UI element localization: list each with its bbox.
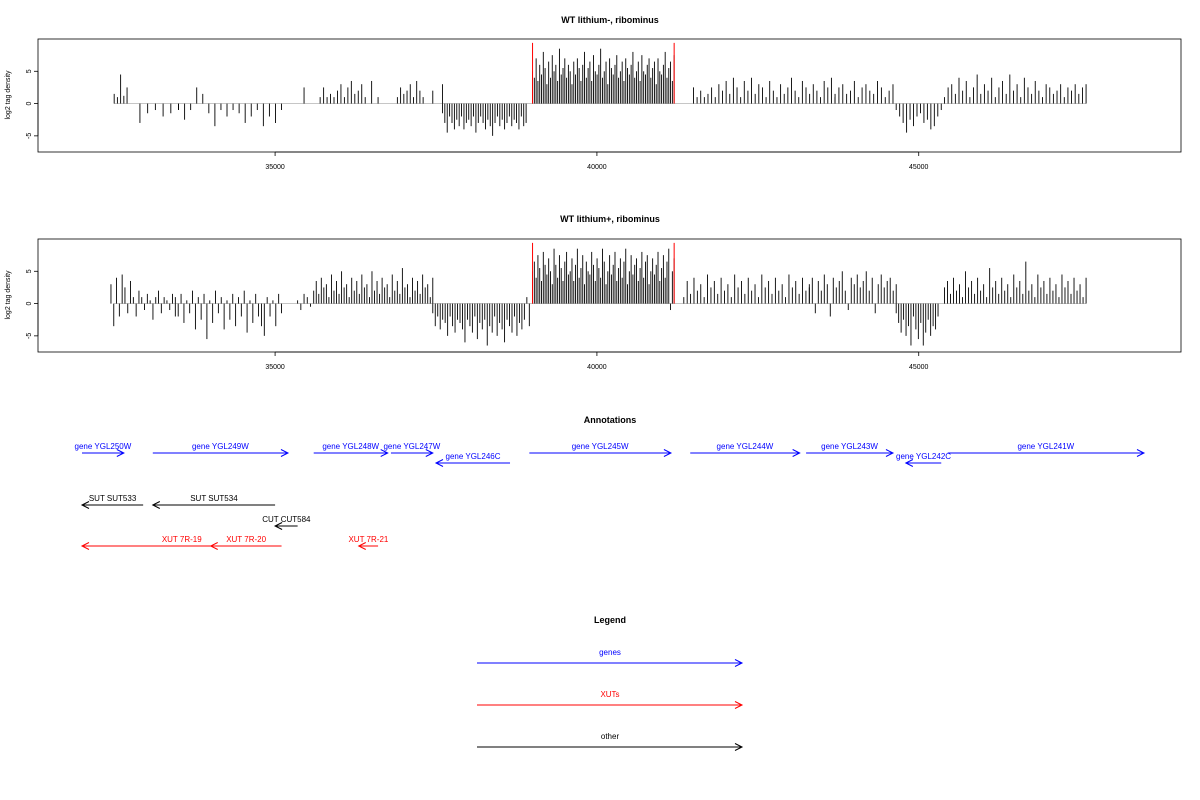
- gene-feature: gene YGL249W: [152, 442, 290, 457]
- gene-feature-arrowhead: [116, 449, 125, 457]
- gene-feature-arrowhead: [885, 449, 895, 457]
- panel-title: WT lithium+, ribominus: [560, 214, 660, 224]
- gene-feature-label: gene YGL249W: [192, 442, 249, 451]
- legend-label: genes: [599, 648, 621, 657]
- x-tick-label: 35000: [265, 364, 285, 371]
- gene-feature-label: gene YGL242C: [896, 452, 951, 461]
- x-tick-label: 35000: [265, 164, 285, 171]
- gene-feature-label: gene YGL243W: [821, 442, 878, 451]
- xut-feature-arrowhead: [209, 542, 218, 550]
- legend-item: XUTs: [477, 690, 744, 709]
- annotations-title: Annotations: [584, 415, 637, 425]
- xut-feature-arrowhead: [80, 542, 90, 550]
- legend: Legend genes XUTs other: [477, 615, 744, 751]
- gene-feature-arrowhead: [434, 459, 444, 467]
- y-tick-label: 5: [26, 69, 33, 73]
- other-feature-arrowhead: [273, 522, 283, 530]
- legend-item: other: [477, 732, 744, 751]
- gene-feature-arrowhead: [792, 449, 801, 457]
- legend-arrowhead: [734, 743, 744, 751]
- other-feature: SUT SUT534: [151, 494, 276, 509]
- other-feature: CUT CUT584: [262, 515, 311, 530]
- x-tick-label: 40000: [587, 364, 607, 371]
- gene-feature: gene YGL250W: [75, 442, 132, 457]
- gene-feature-arrowhead: [380, 449, 389, 457]
- annotations-track: Annotations gene YGL250W gene YGL249W gene…: [75, 415, 1146, 550]
- legend-label: XUTs: [600, 690, 619, 699]
- x-tick-label: 45000: [909, 164, 929, 171]
- gene-feature: gene YGL244W: [690, 442, 801, 457]
- annotation-items: gene YGL250W gene YGL249W gene YGL248W gene…: [75, 442, 1146, 550]
- axes: -5 0 5 35000 40000 45000: [26, 69, 929, 171]
- other-feature-label: SUT SUT533: [89, 494, 137, 503]
- x-tick-label: 40000: [587, 164, 607, 171]
- legend-items: genes XUTs other: [477, 648, 744, 751]
- highlight-marks: [532, 42, 675, 104]
- gene-feature: gene YGL242C: [896, 452, 951, 467]
- gene-feature: gene YGL243W: [806, 442, 895, 457]
- y-tick-label: 5: [26, 269, 33, 273]
- legend-arrowhead: [734, 659, 744, 667]
- xut-feature-label: XUT 7R-19: [162, 535, 202, 544]
- gene-feature-arrowhead: [280, 449, 290, 457]
- plot-frame: [37, 238, 1182, 353]
- gene-feature: gene YGL246C: [434, 452, 511, 467]
- y-tick-label: 0: [26, 302, 33, 306]
- plot-frame: [37, 38, 1182, 153]
- gene-feature-label: gene YGL247W: [383, 442, 440, 451]
- xut-feature: XUT 7R-21: [348, 535, 389, 550]
- y-tick-label: -5: [26, 333, 33, 339]
- gene-feature: gene YGL247W: [383, 442, 441, 457]
- gene-feature-label: gene YGL245W: [572, 442, 629, 451]
- bar-marks: [113, 48, 1087, 136]
- legend-item: genes: [477, 648, 744, 667]
- y-tick-label: -5: [26, 133, 33, 139]
- gene-feature: gene YGL248W: [313, 442, 389, 457]
- track-panel-lithium-plus: WT lithium+, ribominus log2 tag density …: [5, 214, 1182, 371]
- other-feature-label: SUT SUT534: [190, 494, 238, 503]
- y-axis-label: log2 tag density: [5, 70, 12, 120]
- gene-feature-label: gene YGL241W: [1017, 442, 1074, 451]
- gene-feature: gene YGL245W: [529, 442, 673, 457]
- legend-title: Legend: [594, 615, 626, 625]
- track-panel-lithium-minus: WT lithium-, ribominus log2 tag density …: [5, 15, 1182, 171]
- other-feature-arrowhead: [151, 501, 161, 509]
- gene-feature-label: gene YGL248W: [322, 442, 379, 451]
- gene-feature-arrowhead: [904, 459, 914, 467]
- xut-feature-arrowhead: [357, 542, 366, 550]
- bar-marks: [110, 248, 1087, 346]
- xut-feature-label: XUT 7R-21: [348, 535, 388, 544]
- panel-title: WT lithium-, ribominus: [561, 15, 659, 25]
- gene-feature-arrowhead: [1136, 449, 1146, 457]
- x-tick-label: 45000: [909, 364, 929, 371]
- other-feature-arrowhead: [80, 501, 90, 509]
- y-tick-label: 0: [26, 102, 33, 106]
- gene-feature-arrowhead: [425, 449, 434, 457]
- other-feature-label: CUT CUT584: [262, 515, 311, 524]
- legend-arrowhead: [734, 701, 744, 709]
- gene-feature-label: gene YGL250W: [75, 442, 132, 451]
- highlight-marks: [532, 242, 675, 304]
- gene-feature: gene YGL241W: [947, 442, 1146, 457]
- gene-feature-arrowhead: [663, 449, 673, 457]
- gene-feature-label: gene YGL246C: [446, 452, 501, 461]
- y-axis-label: log2 tag density: [5, 270, 12, 320]
- other-feature: SUT SUT533: [80, 494, 144, 509]
- legend-label: other: [601, 732, 620, 741]
- xut-feature-label: XUT 7R-20: [226, 535, 266, 544]
- gene-feature-label: gene YGL244W: [717, 442, 774, 451]
- xut-feature: XUT 7R-20: [209, 535, 282, 550]
